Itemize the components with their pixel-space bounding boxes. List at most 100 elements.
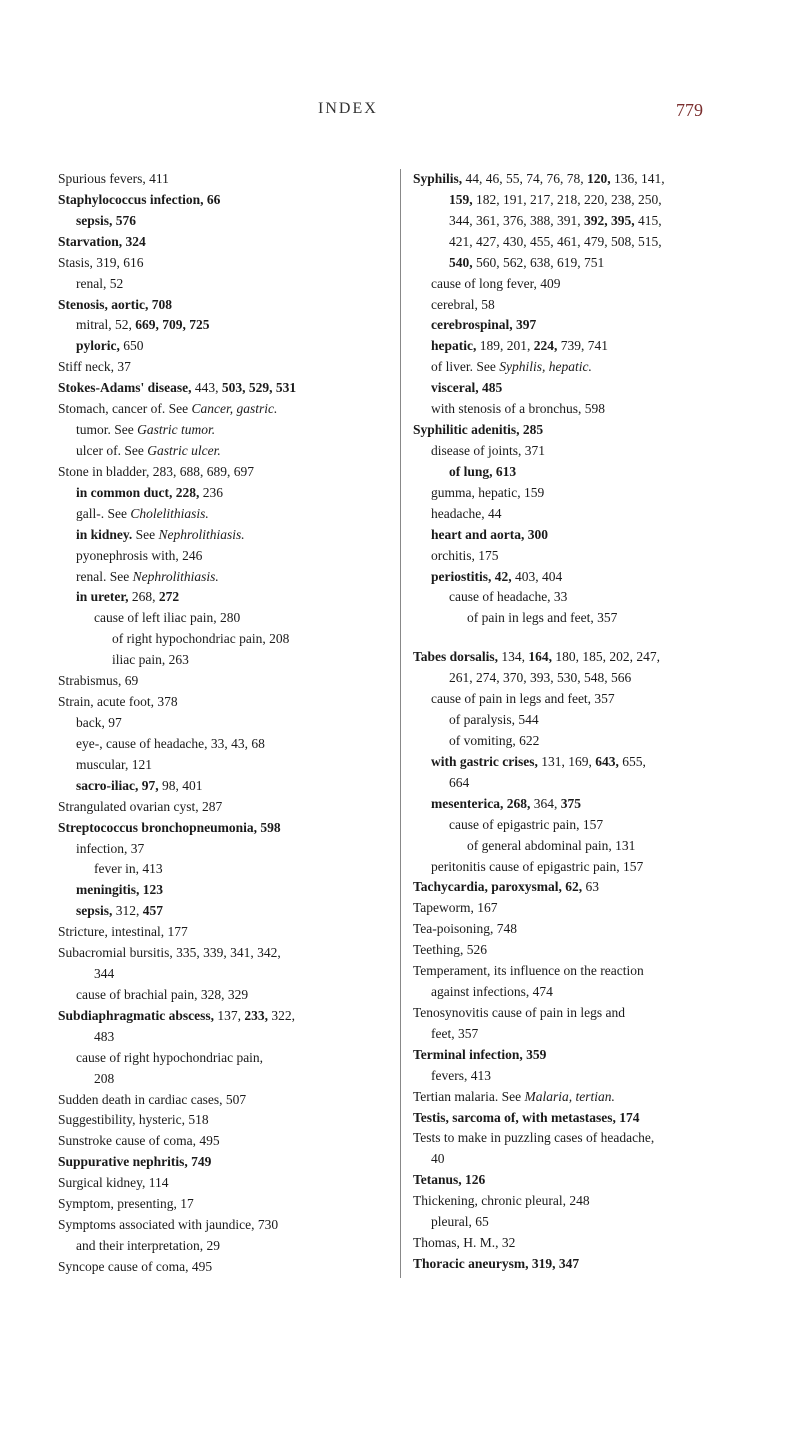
index-entry: pyonephrosis with, 246 <box>58 546 388 567</box>
index-entry: 261, 274, 370, 393, 530, 548, 566 <box>413 668 743 689</box>
index-entry: cause of right hypochondriac pain, <box>58 1048 388 1069</box>
index-entry: Streptococcus bronchopneumonia, 598 <box>58 818 388 839</box>
page-container: INDEX 779 Spurious fevers, 411Staphyloco… <box>0 0 801 1318</box>
index-entry: headache, 44 <box>413 504 743 525</box>
index-entry: cause of epigastric pain, 157 <box>413 815 743 836</box>
index-entry: Sudden death in cardiac cases, 507 <box>58 1090 388 1111</box>
index-entry: feet, 357 <box>413 1024 743 1045</box>
index-entry: Stokes-Adams' disease, 443, 503, 529, 53… <box>58 378 388 399</box>
index-entry: with gastric crises, 131, 169, 643, 655, <box>413 752 743 773</box>
index-entry: Suggestibility, hysteric, 518 <box>58 1110 388 1131</box>
index-entry: muscular, 121 <box>58 755 388 776</box>
index-entry: Stricture, intestinal, 177 <box>58 922 388 943</box>
index-entry: gall-. See Cholelithiasis. <box>58 504 388 525</box>
index-entry: Stiff neck, 37 <box>58 357 388 378</box>
index-entry: iliac pain, 263 <box>58 650 388 671</box>
index-entry: 159, 182, 191, 217, 218, 220, 238, 250, <box>413 190 743 211</box>
index-entry: renal. See Nephrolithiasis. <box>58 567 388 588</box>
index-entry: of lung, 613 <box>413 462 743 483</box>
index-entry: Sunstroke cause of coma, 495 <box>58 1131 388 1152</box>
index-entry: cause of long fever, 409 <box>413 274 743 295</box>
index-entry: against infections, 474 <box>413 982 743 1003</box>
index-entry: 664 <box>413 773 743 794</box>
index-entry: Symptom, presenting, 17 <box>58 1194 388 1215</box>
index-entry: in kidney. See Nephrolithiasis. <box>58 525 388 546</box>
index-entry: 40 <box>413 1149 743 1170</box>
index-entry: ulcer of. See Gastric ulcer. <box>58 441 388 462</box>
index-entry: fever in, 413 <box>58 859 388 880</box>
index-entry: cause of left iliac pain, 280 <box>58 608 388 629</box>
index-entry: cerebral, 58 <box>413 295 743 316</box>
index-entry: Tertian malaria. See Malaria, tertian. <box>413 1087 743 1108</box>
index-entry: Tapeworm, 167 <box>413 898 743 919</box>
index-entry: Tea-poisoning, 748 <box>413 919 743 940</box>
index-entry: sepsis, 576 <box>58 211 388 232</box>
index-entry: Suppurative nephritis, 749 <box>58 1152 388 1173</box>
index-entry: peritonitis cause of epigastric pain, 15… <box>413 857 743 878</box>
index-entry: tumor. See Gastric tumor. <box>58 420 388 441</box>
index-entry: Temperament, its influence on the reacti… <box>413 961 743 982</box>
index-entry: in common duct, 228, 236 <box>58 483 388 504</box>
index-entry: Stone in bladder, 283, 688, 689, 697 <box>58 462 388 483</box>
right-column: Syphilis, 44, 46, 55, 74, 76, 78, 120, 1… <box>401 169 743 1278</box>
index-entry: Tests to make in puzzling cases of heada… <box>413 1128 743 1149</box>
index-entry: of paralysis, 544 <box>413 710 743 731</box>
page-header: INDEX 779 <box>58 100 743 121</box>
index-entry: Tetanus, 126 <box>413 1170 743 1191</box>
index-entry: Staphylococcus infection, 66 <box>58 190 388 211</box>
index-entry: Stenosis, aortic, 708 <box>58 295 388 316</box>
index-entry: Strabismus, 69 <box>58 671 388 692</box>
index-entry: of right hypochondriac pain, 208 <box>58 629 388 650</box>
index-entry: Thickening, chronic pleural, 248 <box>413 1191 743 1212</box>
index-entry: 421, 427, 430, 455, 461, 479, 508, 515, <box>413 232 743 253</box>
index-entry: of vomiting, 622 <box>413 731 743 752</box>
index-entry: pyloric, 650 <box>58 336 388 357</box>
index-entry: disease of joints, 371 <box>413 441 743 462</box>
index-entry: Teething, 526 <box>413 940 743 961</box>
index-entry: Stasis, 319, 616 <box>58 253 388 274</box>
index-entry: with stenosis of a bronchus, 598 <box>413 399 743 420</box>
index-entry: Thoracic aneurysm, 319, 347 <box>413 1254 743 1275</box>
index-entry: visceral, 485 <box>413 378 743 399</box>
page-number: 779 <box>676 100 703 121</box>
index-entry: Starvation, 324 <box>58 232 388 253</box>
index-entry: cerebrospinal, 397 <box>413 315 743 336</box>
index-entry: Tabes dorsalis, 134, 164, 180, 185, 202,… <box>413 647 743 668</box>
index-entry: eye-, cause of headache, 33, 43, 68 <box>58 734 388 755</box>
index-entry: renal, 52 <box>58 274 388 295</box>
index-entry: orchitis, 175 <box>413 546 743 567</box>
index-entry: Thomas, H. M., 32 <box>413 1233 743 1254</box>
index-entry: fevers, 413 <box>413 1066 743 1087</box>
index-entry: of general abdominal pain, 131 <box>413 836 743 857</box>
index-entry: 344, 361, 376, 388, 391, 392, 395, 415, <box>413 211 743 232</box>
index-entry: Testis, sarcoma of, with metastases, 174 <box>413 1108 743 1129</box>
index-entry: heart and aorta, 300 <box>413 525 743 546</box>
index-entry: Surgical kidney, 114 <box>58 1173 388 1194</box>
index-entry: hepatic, 189, 201, 224, 739, 741 <box>413 336 743 357</box>
index-entry: gumma, hepatic, 159 <box>413 483 743 504</box>
index-entry: cause of brachial pain, 328, 329 <box>58 985 388 1006</box>
index-entry: infection, 37 <box>58 839 388 860</box>
index-entry: 483 <box>58 1027 388 1048</box>
index-entry: Syphilis, 44, 46, 55, 74, 76, 78, 120, 1… <box>413 169 743 190</box>
index-entry: sacro-iliac, 97, 98, 401 <box>58 776 388 797</box>
index-entry: pleural, 65 <box>413 1212 743 1233</box>
index-columns: Spurious fevers, 411Staphylococcus infec… <box>58 169 743 1278</box>
index-entry: cause of pain in legs and feet, 357 <box>413 689 743 710</box>
header-title: INDEX <box>318 100 378 121</box>
index-entry: periostitis, 42, 403, 404 <box>413 567 743 588</box>
index-entry: Symptoms associated with jaundice, 730 <box>58 1215 388 1236</box>
index-entry: of liver. See Syphilis, hepatic. <box>413 357 743 378</box>
index-entry: Syncope cause of coma, 495 <box>58 1257 388 1278</box>
index-entry: back, 97 <box>58 713 388 734</box>
index-entry: Strain, acute foot, 378 <box>58 692 388 713</box>
index-entry: cause of headache, 33 <box>413 587 743 608</box>
index-entry: mitral, 52, 669, 709, 725 <box>58 315 388 336</box>
index-entry: Subdiaphragmatic abscess, 137, 233, 322, <box>58 1006 388 1027</box>
index-entry: in ureter, 268, 272 <box>58 587 388 608</box>
index-entry: Syphilitic adenitis, 285 <box>413 420 743 441</box>
index-entry: Tachycardia, paroxysmal, 62, 63 <box>413 877 743 898</box>
index-entry: mesenterica, 268, 364, 375 <box>413 794 743 815</box>
index-entry: Spurious fevers, 411 <box>58 169 388 190</box>
index-entry: and their interpretation, 29 <box>58 1236 388 1257</box>
